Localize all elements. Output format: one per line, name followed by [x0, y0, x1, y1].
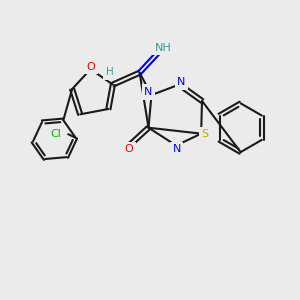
Text: O: O — [125, 144, 134, 154]
Text: S: S — [201, 129, 208, 139]
Text: O: O — [87, 62, 95, 72]
Text: NH: NH — [155, 43, 172, 53]
Text: N: N — [144, 87, 153, 97]
Text: N: N — [172, 144, 181, 154]
Text: N: N — [177, 77, 186, 87]
Text: Cl: Cl — [51, 129, 62, 139]
Text: H: H — [106, 67, 114, 77]
